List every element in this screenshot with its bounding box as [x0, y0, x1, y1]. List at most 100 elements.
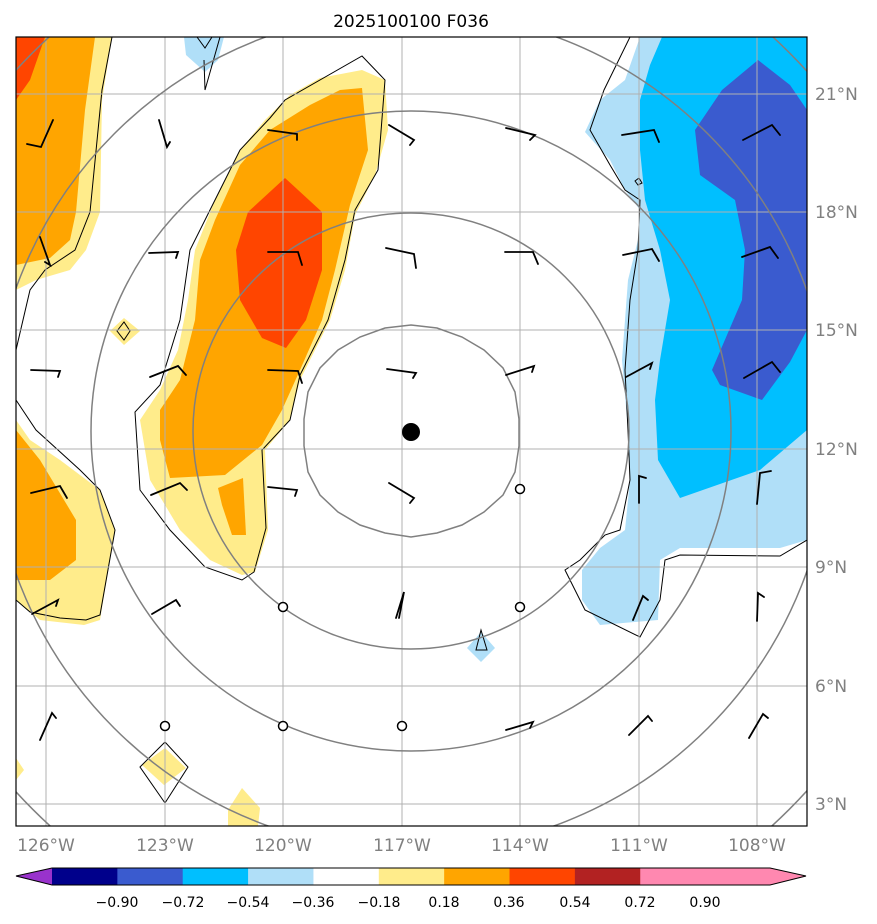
colorbar-label: 0.18	[428, 895, 459, 911]
colorbar-label: −0.72	[162, 895, 205, 911]
wind-barb	[267, 251, 303, 266]
graticule	[16, 37, 807, 826]
storm-center-dot	[402, 423, 420, 441]
colorbar: −0.90 −0.72 −0.54 −0.36 −0.18 0.18 0.36 …	[15, 867, 807, 911]
wind-barb	[267, 129, 298, 141]
lat-label: 3°N	[815, 795, 847, 815]
wind-barb	[505, 364, 536, 376]
lon-label: 114°W	[491, 836, 549, 856]
colorbar-labels: −0.90 −0.72 −0.54 −0.36 −0.18 0.18 0.36 …	[96, 895, 721, 911]
anomaly-red-central	[236, 178, 322, 348]
wind-barb	[632, 594, 649, 621]
lat-label: 18°N	[815, 203, 858, 223]
calm-circle	[159, 720, 171, 732]
colorbar-segment	[117, 868, 184, 885]
wind-barb	[39, 711, 57, 741]
colorbar-label: 0.72	[624, 895, 655, 911]
wind-barb	[150, 481, 188, 496]
wind-barb	[148, 251, 180, 259]
anomaly-contours	[16, 37, 807, 804]
wind-barb	[149, 364, 187, 378]
colorbar-label: 0.36	[493, 895, 524, 911]
wind-barb	[743, 360, 781, 379]
wind-barb	[742, 123, 781, 141]
colorbar-segment	[509, 868, 576, 885]
wind-barb	[622, 247, 660, 262]
anomaly-lightblue-diamond	[467, 632, 495, 662]
wind-barb	[385, 247, 417, 269]
calm-circle	[396, 720, 408, 732]
map-frame	[15, 36, 808, 827]
map-title: 2025100100 F036	[333, 12, 489, 32]
anomaly-lightblue-north	[184, 37, 224, 72]
wind-barb	[621, 129, 660, 143]
wind-barb	[504, 251, 539, 265]
anomaly-yellow-south	[142, 748, 186, 785]
anomaly-royalblue-east	[695, 60, 807, 400]
wind-barb	[31, 598, 60, 615]
colorbar-segment	[248, 868, 314, 885]
colorbar-label: −0.54	[227, 895, 270, 911]
latitude-labels: 21°N 18°N 15°N 12°N 9°N 6°N 3°N	[815, 85, 858, 815]
lon-label: 123°W	[136, 836, 194, 856]
wind-barb	[395, 591, 405, 619]
calm-circle	[277, 720, 289, 732]
colorbar-label: −0.90	[96, 895, 139, 911]
calm-circle	[514, 601, 526, 613]
colorbar-segment	[313, 868, 380, 885]
wind-barb	[158, 119, 171, 150]
calm-circle	[277, 601, 289, 613]
wind-barb	[267, 486, 299, 497]
colorbar-segments	[16, 868, 806, 885]
colorbar-label: 0.54	[559, 895, 590, 911]
wind-barb	[388, 482, 416, 504]
colorbar-label: −0.36	[292, 895, 335, 911]
wind-barb	[267, 369, 303, 384]
lon-label: 126°W	[17, 836, 75, 856]
colorbar-outline	[15, 867, 807, 886]
wind-barb	[386, 368, 418, 379]
anomaly-yellow-diamond	[110, 318, 140, 345]
wind-barb	[30, 369, 62, 378]
wind-barbs	[26, 119, 781, 741]
lon-label: 108°W	[728, 836, 786, 856]
colorbar-segment	[378, 868, 445, 885]
anomaly-orange-central-blob	[218, 478, 246, 535]
wind-barb	[505, 720, 535, 731]
colorbar-label: 0.90	[689, 895, 720, 911]
wind-barb	[30, 484, 68, 499]
wind-barb	[151, 598, 181, 615]
wind-barb	[505, 127, 537, 141]
wind-barb	[388, 124, 416, 146]
wind-barb	[741, 245, 779, 259]
lat-label: 15°N	[815, 321, 858, 341]
wind-barb	[625, 361, 654, 378]
lat-label: 9°N	[815, 558, 847, 578]
lon-label: 117°W	[373, 836, 431, 856]
anomaly-yellow-south-2	[228, 788, 260, 826]
wind-barb	[756, 470, 772, 505]
lat-label: 21°N	[815, 85, 858, 105]
wind-barb	[748, 712, 769, 739]
colorbar-segment	[52, 868, 118, 885]
colorbar-segment	[640, 868, 806, 885]
colorbar-label: −0.18	[358, 895, 401, 911]
lat-label: 12°N	[815, 440, 858, 460]
lon-label: 111°W	[610, 836, 668, 856]
wind-barb	[39, 236, 52, 268]
colorbar-segment	[444, 868, 511, 885]
wind-barb	[628, 714, 653, 736]
calm-circle	[514, 483, 526, 495]
lon-label: 120°W	[254, 836, 312, 856]
longitude-labels: 126°W 123°W 120°W 117°W 114°W 111°W 108°…	[17, 836, 786, 856]
anomaly-red-west	[16, 37, 45, 100]
wind-barb	[638, 474, 647, 504]
wind-barb	[756, 591, 765, 622]
anomaly-yellow-edge	[16, 758, 24, 780]
lat-label: 6°N	[815, 677, 847, 697]
colorbar-segment	[182, 868, 249, 885]
calm-markers	[159, 483, 526, 732]
